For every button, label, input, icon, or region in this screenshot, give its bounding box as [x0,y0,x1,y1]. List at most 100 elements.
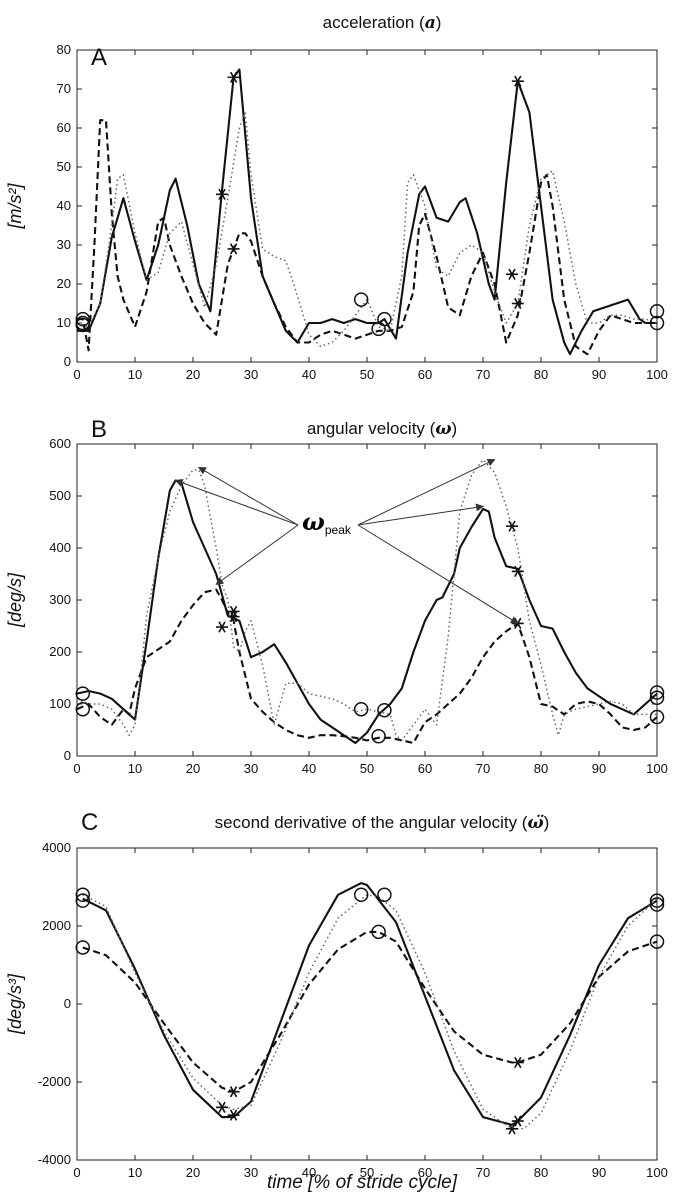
panel-title-symbol: ω [435,419,451,439]
panel-title-symbol: a [425,13,436,33]
star-stroke [229,243,238,255]
star-stroke [218,621,226,633]
circle-marker [377,311,392,327]
star-stroke [514,297,522,310]
star-marker [511,1115,524,1127]
x-tick-label: 0 [73,367,80,382]
x-tick-label: 70 [476,761,490,776]
star-marker [511,75,524,87]
circle-marker [649,304,665,319]
circle-marker [75,701,91,717]
star-marker [227,611,240,623]
annotation-arrow [197,466,299,526]
star-marker [227,1086,240,1098]
y-tick-label: 10 [57,315,71,330]
series-line-dashed [77,119,657,356]
star-stroke [229,605,238,618]
y-tick-label: 200 [49,644,71,659]
circle-marker [649,897,665,912]
y-axis-label: [deg/s³] [5,973,25,1035]
circle-marker [649,893,665,908]
circle-marker [649,709,665,725]
annotation-arrow [357,459,496,526]
series-line-dotted [76,111,658,348]
circle-marker [649,934,665,949]
annotation-arrow [357,503,484,526]
panel-title-end: ) [436,13,442,32]
y-tick-label: 2000 [42,918,71,933]
annotation-arrow [215,524,299,585]
x-axis-label: time [% of stride cycle] [267,1172,458,1192]
circle-marker [75,686,91,701]
annotation-arrow [174,479,299,526]
circle-marker [75,893,91,908]
x-tick-label: 30 [244,761,258,776]
x-tick-label: 10 [128,761,142,776]
x-tick-label: 100 [646,1165,668,1180]
circle-marker [371,924,386,940]
circle-marker [75,887,91,903]
star-stroke [218,1101,226,1113]
y-tick-label: 70 [57,81,71,96]
circle-marker [649,685,665,700]
panel-title: acceleration (a) [323,13,442,33]
y-axis-label: [m/s²] [5,183,25,230]
star-stroke [514,1115,522,1127]
x-tick-label: 0 [73,1165,80,1180]
star-stroke [229,1109,238,1121]
y-tick-label: 60 [57,120,71,135]
x-tick-label: 60 [418,367,432,382]
y-tick-label: 4000 [42,840,71,855]
x-tick-label: 50 [360,761,374,776]
circle-marker [649,690,665,706]
star-stroke [229,71,238,83]
x-tick-label: 80 [534,367,548,382]
x-tick-label: 60 [418,761,432,776]
x-tick-label: 70 [476,367,490,382]
series-line-solid [82,882,658,1126]
circle-marker [649,315,665,331]
circle-marker [377,702,392,718]
circle-marker [353,887,369,903]
y-tick-label: 80 [57,42,71,57]
x-tick-label: 90 [592,1165,606,1180]
panel-letter: B [91,416,107,443]
y-tick-label: 40 [57,198,71,213]
star-stroke [218,188,226,200]
x-tick-label: 0 [73,761,80,776]
x-tick-label: 100 [646,367,668,382]
panel-a: 0 10 20 30 40 50 60 70 80 90 100 0 10 20 30 40 50 60 70 80 a… [5,13,668,382]
circle-marker [353,292,369,307]
panel-title: second derivative of the angular velocit… [215,813,550,833]
star-stroke [508,268,516,280]
series-line-solid [76,479,658,745]
x-tick-label: 10 [128,367,142,382]
y-tick-label: 0 [64,996,71,1011]
star-marker [227,1109,240,1121]
y-axis-label: [deg/s] [5,572,25,628]
y-tick-label: -2000 [38,1074,71,1089]
star-marker [216,1101,228,1113]
panel-b: 0 10 20 30 40 50 60 70 80 90 100 0 100 200 300 400 500 60… [5,416,668,776]
star-stroke [508,1123,516,1135]
star-marker [227,605,240,618]
star-stroke [229,611,238,623]
x-tick-label: 10 [128,1165,142,1180]
panel-title-end: ) [452,419,458,438]
x-tick-label: 20 [186,761,200,776]
circle-marker [377,887,392,903]
series-line-dashed [76,588,658,745]
panel-c: 0 10 20 30 40 50 60 70 80 90 100 -4000 -2000 0 2000 400… [5,809,668,1192]
x-tick-label: 90 [592,761,606,776]
y-tick-label: 600 [49,436,71,451]
x-tick-label: 50 [360,367,374,382]
panel-title-symbol: ω̈ [527,813,543,833]
star-marker [216,621,228,633]
y-tick-label: 0 [64,748,71,763]
star-marker [506,268,518,280]
star-marker [506,1123,518,1135]
circle-marker [75,311,91,327]
star-stroke [229,1086,238,1098]
circle-marker [371,728,386,744]
